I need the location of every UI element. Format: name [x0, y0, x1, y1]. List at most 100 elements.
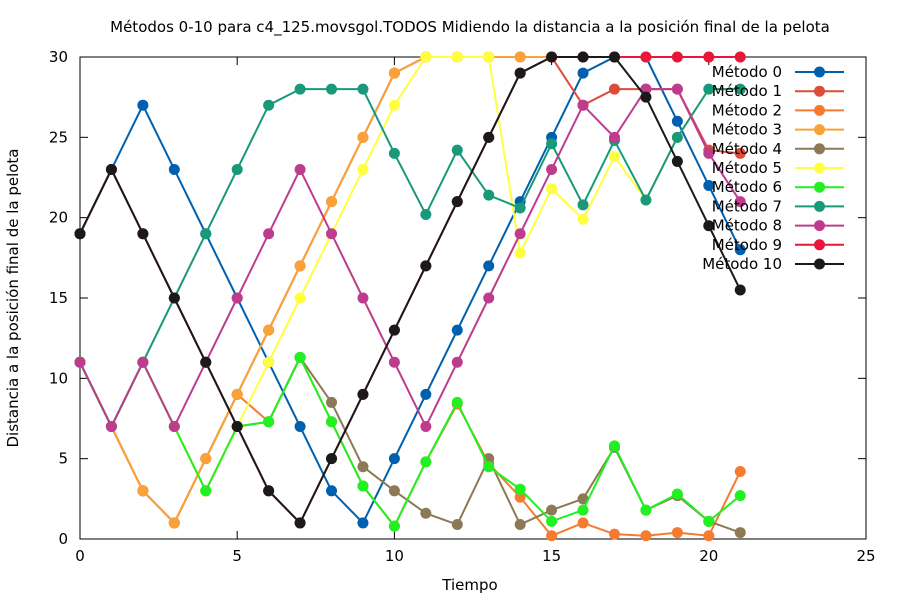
data-point [451, 396, 463, 408]
legend-label: Método 6 [712, 178, 782, 196]
data-point [231, 388, 243, 400]
data-point [168, 517, 180, 529]
data-point [420, 507, 432, 519]
data-point [231, 421, 243, 433]
y-axis-title: Distancia a la posición final de la pelo… [4, 148, 22, 447]
data-point [640, 194, 652, 206]
data-point [326, 228, 338, 240]
data-point [608, 51, 620, 63]
data-point [294, 292, 306, 304]
data-point [577, 199, 589, 211]
data-point [263, 485, 275, 497]
data-point [105, 421, 117, 433]
data-point [74, 356, 86, 368]
data-point [546, 530, 558, 542]
data-point [671, 488, 683, 500]
data-point [357, 292, 369, 304]
data-point [357, 83, 369, 95]
legend-item: Método 8 [712, 217, 844, 235]
y-tick-label: 5 [58, 450, 68, 468]
data-point [640, 91, 652, 103]
data-point [388, 485, 400, 497]
legend-marker [814, 162, 825, 174]
data-point [294, 351, 306, 363]
series-8 [74, 83, 746, 433]
x-tick-label: 15 [542, 547, 561, 565]
legend-label: Método 4 [712, 140, 782, 158]
data-point [483, 131, 495, 143]
legend-label: Método 3 [712, 121, 782, 139]
data-point [168, 163, 180, 175]
data-point [326, 453, 338, 465]
x-tick-label: 0 [75, 547, 85, 565]
series-3 [74, 51, 746, 529]
data-point [514, 519, 526, 531]
data-point [514, 51, 526, 63]
data-point [483, 260, 495, 272]
data-point [483, 292, 495, 304]
data-point [671, 131, 683, 143]
data-point [514, 247, 526, 259]
legend-marker [814, 258, 825, 270]
data-point [263, 416, 275, 428]
data-point [483, 461, 495, 473]
data-point [734, 196, 746, 208]
legend-item: Método 10 [702, 255, 844, 273]
data-point [671, 527, 683, 539]
series-10 [74, 51, 746, 529]
data-point [640, 504, 652, 516]
data-point [200, 228, 212, 240]
data-point [451, 196, 463, 208]
data-point [388, 453, 400, 465]
data-point [451, 519, 463, 531]
data-point [577, 493, 589, 505]
data-point [640, 51, 652, 63]
data-point [577, 99, 589, 111]
data-point [168, 292, 180, 304]
x-tick-label: 20 [699, 547, 718, 565]
data-point [326, 196, 338, 208]
data-point [671, 155, 683, 167]
data-point [514, 483, 526, 495]
y-tick-label: 20 [49, 209, 68, 227]
data-point [74, 228, 86, 240]
data-point [200, 485, 212, 497]
series-1 [74, 51, 746, 529]
data-point [546, 51, 558, 63]
data-point [608, 131, 620, 143]
data-point [294, 517, 306, 529]
data-point [357, 163, 369, 175]
data-point [294, 260, 306, 272]
data-point [231, 163, 243, 175]
legend-marker [814, 200, 825, 212]
data-point [105, 163, 117, 175]
data-point [671, 115, 683, 127]
data-point [703, 83, 715, 95]
data-point [420, 456, 432, 468]
y-tick-label: 30 [49, 48, 68, 66]
data-point [608, 151, 620, 163]
chart-title: Métodos 0-10 para c4_125.movsgol.TODOS M… [110, 18, 830, 37]
legend-label: Método 8 [712, 217, 782, 235]
data-point [734, 490, 746, 502]
data-point [137, 99, 149, 111]
data-point [734, 466, 746, 478]
legend-marker [814, 66, 825, 78]
data-point [577, 504, 589, 516]
x-axis-title: Tiempo [441, 576, 497, 594]
data-point [608, 83, 620, 95]
legend-marker [814, 181, 825, 193]
data-point [357, 388, 369, 400]
legend-label: Método 2 [712, 101, 782, 119]
data-point [451, 144, 463, 156]
legend-marker [814, 143, 825, 155]
data-point [514, 67, 526, 79]
y-tick-label: 15 [49, 289, 68, 307]
series-line [79, 56, 742, 524]
data-point [388, 67, 400, 79]
data-point [577, 213, 589, 225]
series-7 [74, 83, 746, 433]
data-point [546, 183, 558, 195]
series-0 [74, 51, 746, 529]
